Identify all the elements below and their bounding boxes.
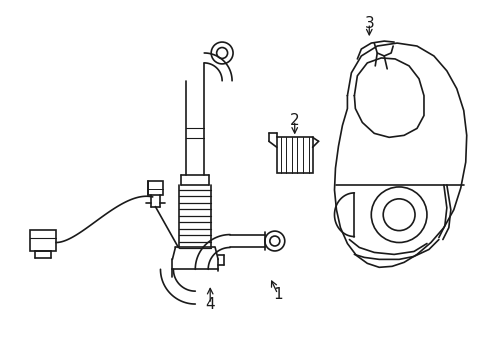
Bar xyxy=(276,137,312,173)
Bar xyxy=(147,181,163,195)
Text: 2: 2 xyxy=(289,113,299,128)
Text: 1: 1 xyxy=(272,287,282,302)
Text: 3: 3 xyxy=(364,16,373,31)
Text: 4: 4 xyxy=(205,297,215,311)
Bar xyxy=(30,230,56,251)
